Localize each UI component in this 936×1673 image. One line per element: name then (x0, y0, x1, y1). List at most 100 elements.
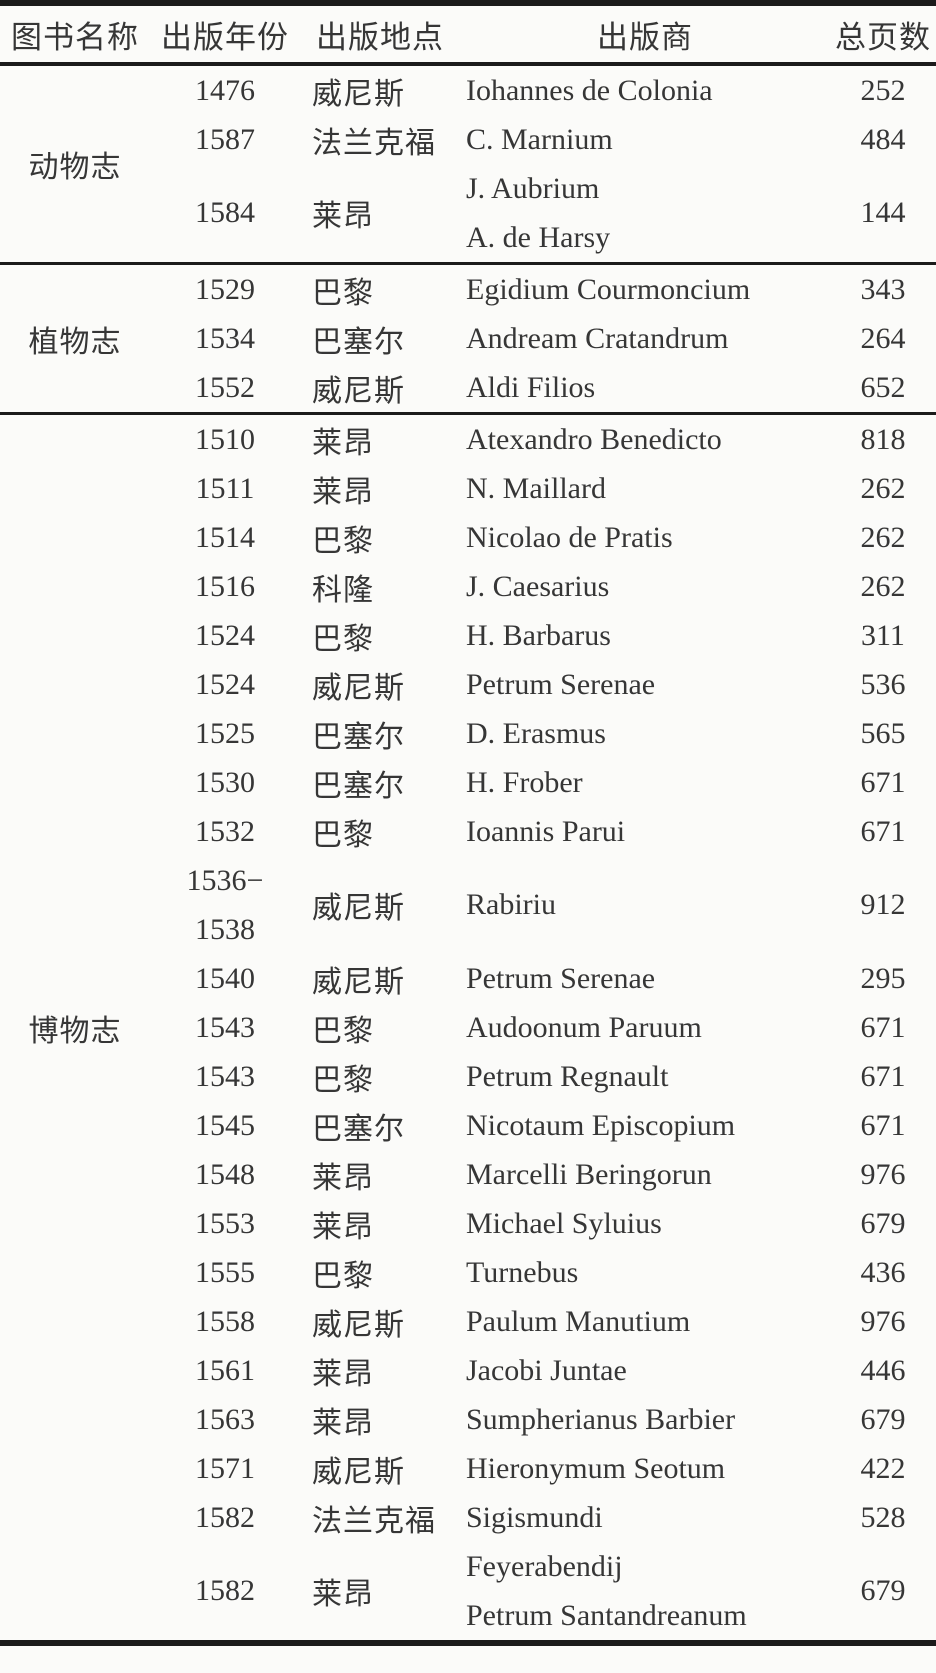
publisher-cell: Nicolao de Pratis (466, 520, 673, 554)
year-cell: 1543 (195, 1059, 255, 1093)
year-cell: 1582 (195, 1574, 255, 1607)
table-row: 1532 巴黎 Ioannis Parui 671 (0, 807, 936, 856)
pages-cell: 679 (860, 1574, 906, 1607)
place-cell: 莱昂 (312, 1357, 374, 1391)
table-row: 1587 法兰克福 C. Marnium 484 (0, 115, 936, 164)
year-cell: 1524 (195, 667, 255, 701)
pages-cell: 912 (860, 888, 906, 921)
publisher-cell: Petrum Regnault (466, 1059, 669, 1093)
pages-cell: 976 (860, 1157, 906, 1191)
pages-cell: 484 (860, 122, 906, 156)
year-cell: 1558 (195, 1304, 255, 1338)
place-cell: 莱昂 (312, 1161, 374, 1195)
table-row: 1571 威尼斯 Hieronymum Seotum 422 (0, 1444, 936, 1493)
table-group: 植物志 1529 巴黎 Egidium Courmoncium 343 1534 巴塞尔 An… (0, 263, 936, 414)
year-cell: 1555 (195, 1255, 255, 1289)
column-header: 出版地点 (300, 3, 460, 66)
pages-cell: 679 (860, 1402, 906, 1436)
publisher-cell: Marcelli Beringorun (466, 1157, 712, 1191)
publisher-cell: Turnebus (466, 1255, 579, 1289)
publisher-cell: Iohannes de Colonia (466, 73, 713, 107)
pages-cell: 671 (860, 1108, 906, 1142)
year-cell: 1529 (195, 272, 255, 306)
publisher-cell: Nicotaum Episcopium (466, 1108, 736, 1142)
place-cell: 巴黎 (312, 1259, 374, 1293)
year-cell: 1476 (195, 73, 255, 107)
table-row: 博物志 1510 莱昂 Atexandro Benedicto 818 (0, 414, 936, 1048)
year-cell: 1552 (195, 370, 255, 404)
book-name-cell: 博物志 (28, 1014, 122, 1048)
book-name-cell: 动物志 (28, 151, 122, 184)
year-cell: 1545 (195, 1108, 255, 1142)
year-cell: 1525 (195, 716, 255, 750)
year-cell: 1514 (195, 520, 255, 554)
place-cell: 法兰克福 (312, 1504, 436, 1538)
publisher-cell: C. Marnium (466, 122, 613, 156)
table-row: 1536− 1538 威尼斯 Rabiriu 912 (0, 856, 936, 954)
year-cell: 1571 (195, 1451, 255, 1485)
table-row: 1584 莱昂 J. Aubrium A. de Harsy 144 (0, 164, 936, 264)
pages-cell: 343 (860, 272, 906, 306)
pages-cell: 262 (860, 471, 906, 505)
publisher-cell: J. Caesarius (466, 569, 610, 603)
book-name-cell: 植物志 (28, 325, 122, 359)
table-header: 图书名称 出版年份 出版地点 出版商 总页数 (0, 3, 936, 66)
pages-cell: 976 (860, 1304, 906, 1338)
pages-cell: 671 (860, 1010, 906, 1044)
pages-cell: 565 (860, 716, 906, 750)
publisher-cell: Aldi Filios (466, 370, 596, 404)
year-cell: 1530 (195, 765, 255, 799)
place-cell: 巴黎 (312, 1063, 374, 1097)
year-cell: 1532 (195, 814, 255, 848)
table-row: 1524 巴黎 H. Barbarus 311 (0, 611, 936, 660)
column-header: 出版年份 (150, 3, 300, 66)
table-row: 1534 巴塞尔 Andream Cratandrum 264 (0, 314, 936, 363)
publisher-cell: Atexandro Benedicto (466, 422, 722, 456)
table-row: 1543 巴黎 Petrum Regnault 671 (0, 1052, 936, 1101)
publisher-cell-line: Feyerabendij (466, 1550, 623, 1583)
place-cell: 巴塞尔 (312, 1112, 405, 1146)
place-cell: 巴塞尔 (312, 769, 405, 803)
pages-cell: 536 (860, 667, 906, 701)
column-header: 出版商 (460, 3, 830, 66)
pages-cell: 436 (860, 1255, 906, 1289)
table-row: 1548 莱昂 Marcelli Beringorun 976 (0, 1150, 936, 1199)
place-cell: 威尼斯 (312, 892, 405, 925)
year-cell: 1543 (195, 1010, 255, 1044)
place-cell: 威尼斯 (312, 671, 405, 705)
pages-cell: 264 (860, 321, 906, 355)
year-cell-line: 1538 (195, 913, 255, 946)
place-cell: 莱昂 (312, 1210, 374, 1244)
pages-cell: 422 (860, 1451, 906, 1485)
publisher-cell-line: A. de Harsy (466, 221, 611, 254)
year-cell: 1584 (195, 196, 255, 229)
place-cell: 莱昂 (312, 426, 374, 460)
publisher-cell: Sumpherianus Barbier (466, 1402, 736, 1436)
table-row: 1543 巴黎 Audoonum Paruum 671 (0, 1003, 936, 1052)
publisher-cell: N. Maillard (466, 471, 606, 505)
publisher-cell: Rabiriu (466, 888, 556, 921)
year-cell-line: 1536− (186, 864, 264, 897)
table-row: 1582 莱昂 Feyerabendij Petrum Santandreanum 67… (0, 1542, 936, 1643)
publisher-cell: D. Erasmus (466, 716, 606, 750)
table-row: 动物志 1476 威尼斯 Iohannes de Colonia 252 (0, 64, 936, 185)
year-cell: 1563 (195, 1402, 255, 1436)
pages-cell: 295 (860, 961, 906, 995)
place-cell: 莱昂 (312, 1406, 374, 1440)
column-header: 图书名称 (0, 3, 150, 66)
table-row: 1516 科隆 J. Caesarius 262 (0, 562, 936, 611)
publisher-cell: Petrum Serenae (466, 961, 656, 995)
table-row: 1530 巴塞尔 H. Frober 671 (0, 758, 936, 807)
year-cell: 1534 (195, 321, 255, 355)
pages-cell: 144 (860, 196, 906, 229)
header-row: 图书名称 出版年份 出版地点 出版商 总页数 (0, 3, 936, 66)
publisher-cell: H. Frober (466, 765, 583, 799)
place-cell: 巴黎 (312, 276, 374, 310)
table-row: 植物志 1529 巴黎 Egidium Courmoncium 343 (0, 264, 936, 359)
pages-cell: 252 (860, 73, 906, 107)
publisher-cell: Feyerabendij Petrum Santandreanum (460, 1542, 830, 1643)
place-cell: 威尼斯 (312, 77, 405, 111)
publisher-cell: Hieronymum Seotum (466, 1451, 726, 1485)
pages-cell: 262 (860, 569, 906, 603)
publisher-cell: J. Aubrium A. de Harsy (460, 164, 830, 264)
